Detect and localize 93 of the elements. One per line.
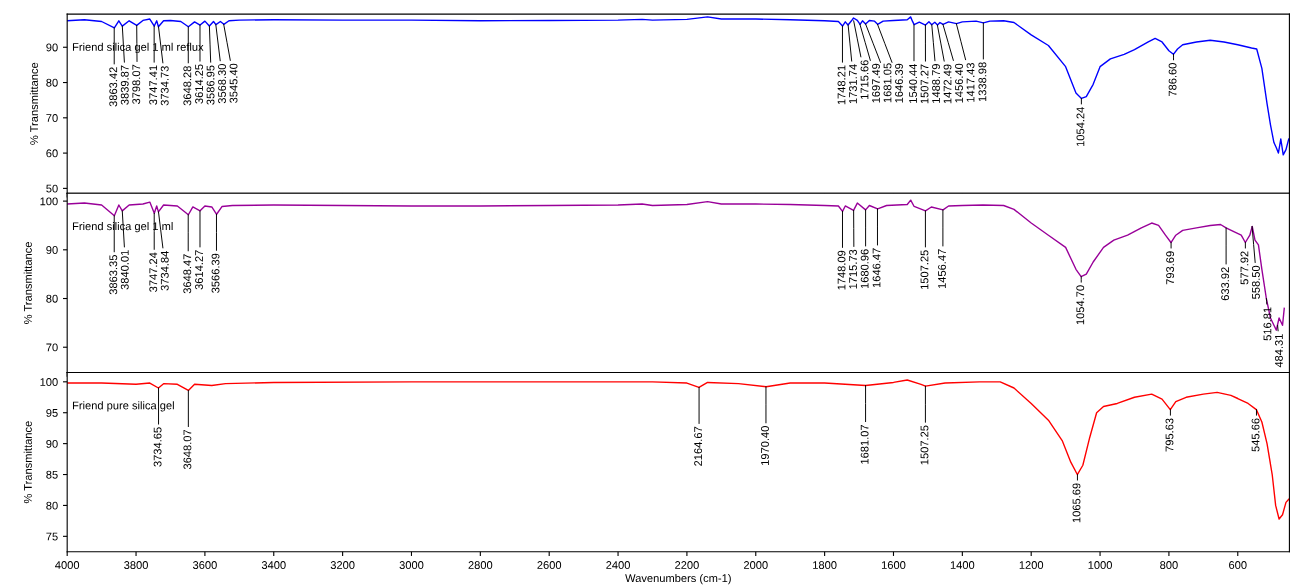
x-tick-label: 2400 xyxy=(606,561,630,569)
annotation: 3840.01 xyxy=(120,250,129,290)
annotation: 3734.84 xyxy=(160,251,169,291)
annotation: 1065.69 xyxy=(1072,483,1081,523)
annotation: 1417.43 xyxy=(966,62,975,102)
annotation: 2164.67 xyxy=(694,426,703,466)
annotation: 1646.47 xyxy=(872,248,881,288)
x-tick-label: 3000 xyxy=(399,561,424,569)
annotation: 1456.47 xyxy=(938,249,946,289)
annotation: 1680.96 xyxy=(860,249,869,289)
annotation: 3545.40 xyxy=(229,63,238,103)
annotation: 1456.40 xyxy=(955,63,963,103)
x-tick-label: 3400 xyxy=(261,561,286,569)
y-tick-label: 85 xyxy=(46,470,58,479)
annotation: 577.92 xyxy=(1240,251,1249,285)
annotation: 1715.66 xyxy=(860,60,869,99)
annotation: 3648.28 xyxy=(183,66,192,106)
y-tick-label: 95 xyxy=(46,408,58,417)
x-tick-label: 2200 xyxy=(675,561,699,569)
annotation: 1054.24 xyxy=(1076,107,1085,147)
x-tick-label: 1200 xyxy=(1019,561,1044,569)
y-axis-title: % Transmittance xyxy=(23,242,32,324)
annotation: 3568.30 xyxy=(218,63,226,104)
text: Friend pure silica gel xyxy=(72,401,174,412)
y-tick-label: 70 xyxy=(46,114,58,122)
y-tick-label: 100 xyxy=(40,378,58,386)
annotation: 1054.70 xyxy=(1076,285,1085,325)
x-tick-label: 600 xyxy=(1229,561,1247,569)
x-tick-label: 1000 xyxy=(1088,561,1112,569)
annotation: 1338.98 xyxy=(978,62,987,102)
y-tick-label: 100 xyxy=(40,197,58,206)
annotation: 3566.39 xyxy=(211,253,220,293)
x-tick-label: 1800 xyxy=(813,561,837,569)
annotation: 1731.74 xyxy=(849,64,857,104)
y-tick-label: 50 xyxy=(46,184,58,193)
x-tick-label: 2600 xyxy=(537,561,562,569)
x-tick-label: 4000 xyxy=(55,561,80,569)
annotation: 1646.39 xyxy=(895,63,903,103)
annotation: 1472.49 xyxy=(943,64,952,104)
annotation: 516.81 xyxy=(1263,307,1272,341)
annotation: 3648.07 xyxy=(183,429,192,470)
annotation: 1507.25 xyxy=(920,425,929,465)
x-tick-label: 3800 xyxy=(124,561,148,569)
x-tick-label: 1400 xyxy=(950,561,975,569)
annotation: 3734.65 xyxy=(153,427,162,467)
annotation: 1507.27 xyxy=(920,64,929,104)
y-tick-label: 90 xyxy=(46,246,58,254)
annotation: 3586.95 xyxy=(206,65,215,105)
annotation: 1507.25 xyxy=(920,250,929,290)
y-tick-label: 80 xyxy=(46,501,58,510)
y-tick-label: 80 xyxy=(46,294,58,303)
annotation: 1715.73 xyxy=(849,249,857,289)
annotation: 3614.27 xyxy=(195,250,203,290)
annotation: 484.31 xyxy=(1274,334,1283,368)
annotation: 1748.09 xyxy=(837,250,846,290)
annotation: 1488.79 xyxy=(932,64,940,103)
y-axis-title: % Transmittance xyxy=(23,421,32,504)
annotation: 3839.87 xyxy=(120,65,129,105)
x-tick-label: 2000 xyxy=(743,561,768,569)
annotation: 558.50 xyxy=(1251,265,1260,299)
annotation: 1748.21 xyxy=(837,65,846,105)
annotation: 3734.73 xyxy=(160,66,169,106)
annotation: 793.69 xyxy=(1166,251,1175,285)
annotation: 1970.40 xyxy=(761,426,769,465)
x-tick-label: 2800 xyxy=(468,561,493,569)
y-tick-label: 75 xyxy=(46,532,58,541)
annotation: 545.66 xyxy=(1251,418,1260,452)
annotation: 795.63 xyxy=(1165,418,1174,452)
line-series xyxy=(67,379,1290,520)
annotation: 3648.47 xyxy=(183,254,192,294)
annotation: 633.92 xyxy=(1221,267,1230,301)
annotation: 3863.42 xyxy=(109,67,118,107)
x-tick-label: 1600 xyxy=(881,561,906,569)
y-tick-label: 90 xyxy=(46,439,58,448)
y-tick-label: 80 xyxy=(46,78,58,87)
x-axis-title: Wavenumbers (cm-1) xyxy=(625,573,731,585)
y-tick-label: 60 xyxy=(46,149,58,158)
y-tick-label: 90 xyxy=(46,43,58,52)
x-tick-label: 800 xyxy=(1160,561,1178,569)
annotation: 3798.07 xyxy=(132,64,141,104)
annotation: 3863.35 xyxy=(109,255,118,295)
annotation: 1697.49 xyxy=(872,63,880,103)
x-tick-label: 3200 xyxy=(330,561,355,569)
annotation: 3747.24 xyxy=(149,252,158,292)
annotation: 3747.41 xyxy=(149,65,158,105)
annotation: 786.60 xyxy=(1168,63,1177,97)
x-tick-label: 3600 xyxy=(192,561,217,569)
annotation: 3614.25 xyxy=(195,64,203,104)
annotation: 1681.07 xyxy=(860,424,869,464)
annotation: 1540.44 xyxy=(909,63,917,103)
y-tick-label: 70 xyxy=(46,343,58,352)
y-axis-title: % Transmittance xyxy=(29,62,39,145)
annotation: 1681.05 xyxy=(883,63,892,103)
